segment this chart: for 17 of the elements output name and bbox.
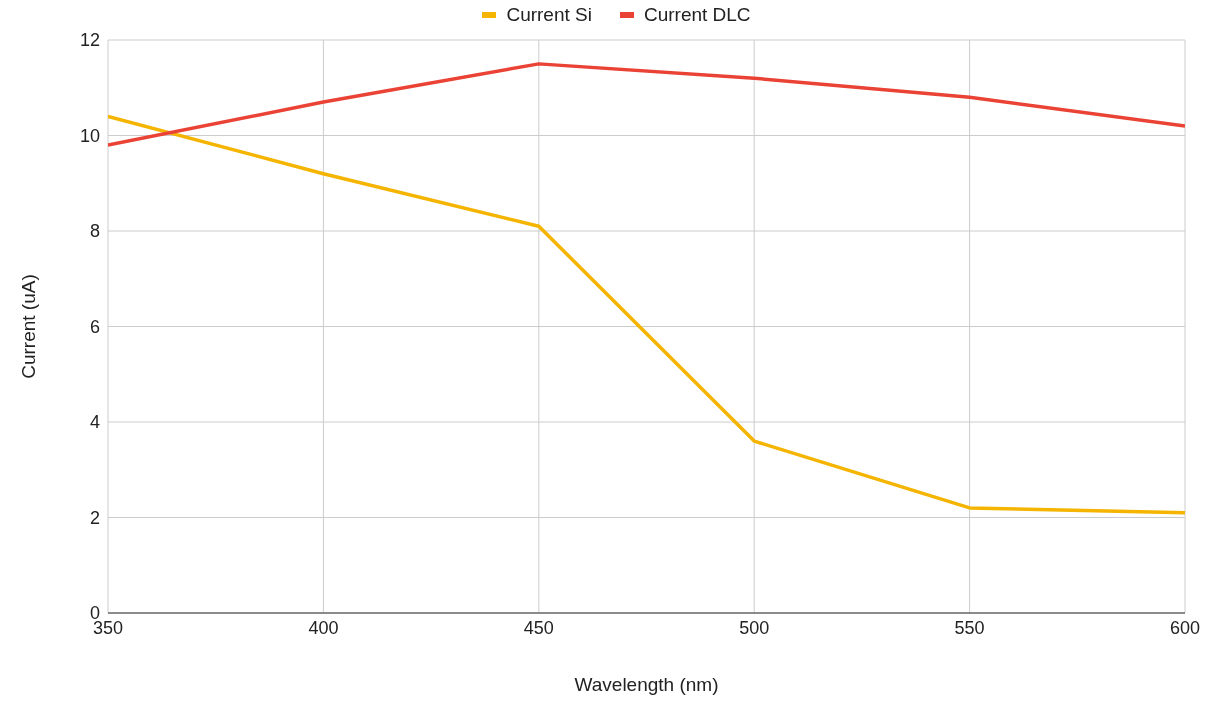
y-tick-label: 4 [89, 412, 100, 433]
x-axis-title: Wavelength (nm) [574, 674, 719, 695]
y-tick-label: 8 [89, 221, 100, 242]
y-tick-label: 6 [89, 316, 100, 337]
y-tick-label: 2 [89, 507, 100, 528]
legend-label: Current Si [505, 4, 592, 26]
line-series [108, 114, 1185, 515]
line-series [108, 62, 1185, 147]
x-tick-label: 500 [739, 617, 770, 638]
y-axis-title: Current (uA) [17, 274, 39, 379]
x-tick-label: 400 [308, 617, 339, 638]
x-tick-label: 450 [523, 617, 554, 638]
y-tick-label: 10 [79, 125, 100, 146]
x-tick-label: 550 [954, 617, 985, 638]
y-tick-label: 12 [79, 30, 100, 51]
x-tick-label: 600 [1169, 617, 1201, 638]
legend-label: Current DLC [642, 4, 751, 26]
